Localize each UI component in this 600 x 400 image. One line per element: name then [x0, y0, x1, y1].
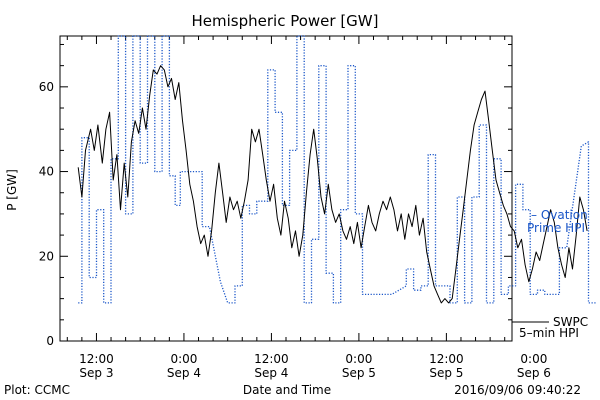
x-tick-date-label: Sep 5	[342, 366, 376, 380]
series-line-ovation	[78, 35, 596, 304]
chart-title: Hemispheric Power [GW]	[192, 12, 379, 30]
y-tick-label: 0	[46, 334, 54, 348]
x-axis-label: Date and Time	[243, 383, 331, 397]
plot-timestamp: 2016/09/06 09:40:22	[454, 383, 581, 397]
x-tick-date-label: Sep 6	[517, 366, 551, 380]
legend-swpc-line1: SWPC	[553, 315, 588, 329]
x-tick-date-label: Sep 5	[429, 366, 463, 380]
x-tick-time-label: 12:00	[429, 352, 464, 366]
legend: – Ovation Prime HPI SWPC 5–min HPI	[512, 208, 588, 340]
y-tick-label: 60	[39, 80, 54, 94]
legend-ovation-line2: Prime HPI	[527, 221, 585, 235]
x-tick-date-label: Sep 4	[254, 366, 288, 380]
y-tick-label: 20	[39, 249, 54, 263]
legend-swpc-line2: 5–min HPI	[519, 326, 579, 340]
x-tick-date-label: Sep 3	[79, 366, 113, 380]
y-axis: 0 20 40 60	[39, 43, 512, 348]
series-layer	[77, 35, 596, 304]
x-tick-time-label: 0:00	[345, 352, 372, 366]
x-tick-time-label: 0:00	[520, 352, 547, 366]
plot-credit: Plot: CCMC	[4, 383, 70, 397]
series-line-swpc	[77, 65, 588, 304]
legend-ovation-line1: – Ovation	[531, 208, 588, 222]
x-tick-time-label: 12:00	[254, 352, 289, 366]
x-tick-date-label: Sep 4	[167, 366, 201, 380]
x-tick-time-label: 12:00	[79, 352, 114, 366]
y-tick-label: 40	[39, 165, 54, 179]
plot-frame	[59, 35, 513, 342]
y-axis-label: P [GW]	[5, 169, 19, 211]
x-tick-time-label: 0:00	[170, 352, 197, 366]
